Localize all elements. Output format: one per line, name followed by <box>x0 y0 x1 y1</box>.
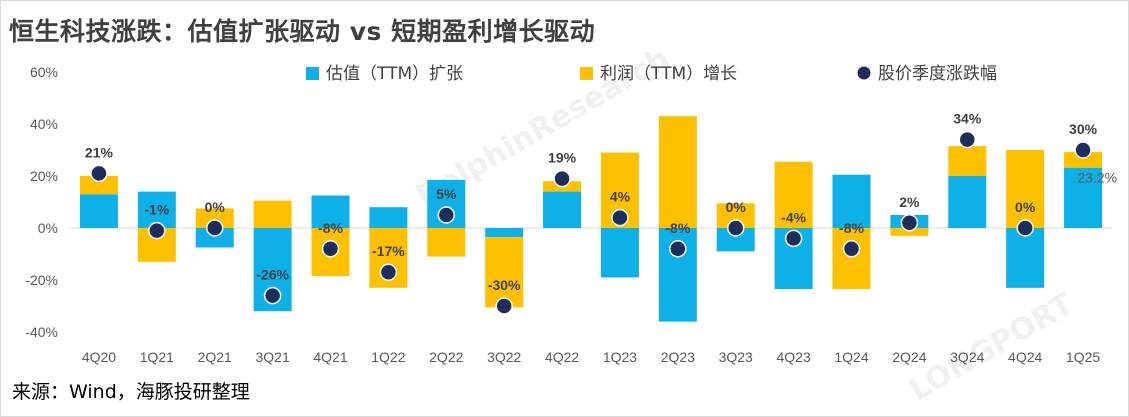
data-label: 34% <box>953 111 982 127</box>
y-tick-label: 40% <box>30 116 58 132</box>
legend-label: 利润（TTM）增长 <box>600 64 737 84</box>
price-change-dot <box>437 206 456 224</box>
source-note: 来源：Wind，海豚投研整理 <box>12 381 250 403</box>
data-label: 30% <box>1069 121 1098 137</box>
legend-label: 估值（TTM）扩张 <box>326 64 463 84</box>
valuation-bar <box>543 191 582 228</box>
data-label: 21% <box>85 144 114 160</box>
y-tick-label: -20% <box>25 272 58 288</box>
x-tick-label: 4Q21 <box>313 349 347 365</box>
price-change-dot <box>148 221 166 240</box>
x-tick-label: 3Q22 <box>487 349 521 365</box>
profit-bar <box>1006 150 1045 228</box>
x-tick-label: 3Q21 <box>255 349 289 365</box>
valuation-bar <box>1006 228 1045 288</box>
x-tick-label: 4Q22 <box>545 349 579 365</box>
x-tick-label: 1Q22 <box>371 349 405 365</box>
price-change-dot <box>553 169 571 188</box>
legend-swatch <box>856 65 872 81</box>
y-tick-label: 60% <box>30 64 58 80</box>
profit-bar <box>774 161 813 228</box>
data-label: 2% <box>899 194 920 210</box>
x-tick-label: 2Q23 <box>661 349 695 365</box>
x-tick-label: 1Q21 <box>140 349 174 365</box>
price-change-dot <box>90 164 108 183</box>
valuation-data-label: 23.2% <box>1077 170 1117 186</box>
data-label: 0% <box>1015 199 1036 215</box>
chart-title: 恒生科技涨跌：估值扩张驱动 vs 短期盈利增长驱动 <box>9 17 596 46</box>
price-change-dot <box>611 208 629 227</box>
data-label: -4% <box>781 209 806 225</box>
y-tick-label: 0% <box>38 220 58 236</box>
legend-swatch <box>306 67 319 80</box>
price-change-dot <box>1016 219 1034 237</box>
data-label: 19% <box>548 150 577 166</box>
price-change-dot <box>900 214 919 232</box>
x-tick-label: 3Q23 <box>719 349 753 365</box>
legend-label: 股价季度涨跌幅 <box>878 64 997 84</box>
x-tick-label: 4Q20 <box>82 349 116 365</box>
profit-bar <box>253 200 292 228</box>
price-change-dot <box>726 219 745 237</box>
data-label: 0% <box>726 199 747 215</box>
valuation-bar <box>716 228 755 252</box>
profit-bar <box>658 116 697 228</box>
profit-bar <box>427 228 466 257</box>
profit-bar <box>195 208 234 228</box>
data-label: -30% <box>488 277 521 293</box>
x-tick-label: 1Q23 <box>603 349 637 365</box>
data-label: 0% <box>205 199 226 215</box>
x-tick-label: 2Q22 <box>429 349 463 365</box>
y-tick-label: 20% <box>30 168 58 184</box>
x-tick-label: 1Q24 <box>834 349 868 365</box>
data-label: 4% <box>610 189 631 205</box>
data-label: -17% <box>372 243 405 259</box>
valuation-bar <box>832 174 871 228</box>
x-tick-label: 4Q24 <box>1008 349 1042 365</box>
valuation-bar <box>948 176 987 228</box>
valuation-bar <box>1064 167 1103 228</box>
y-tick-label: -40% <box>25 324 58 340</box>
data-label: -1% <box>144 202 169 218</box>
profit-bar <box>79 176 118 195</box>
profit-bar <box>832 228 871 290</box>
data-label: -8% <box>839 220 864 236</box>
data-label: -8% <box>665 220 690 236</box>
valuation-bar <box>485 228 524 238</box>
data-label: 5% <box>436 186 457 202</box>
price-change-dot <box>1074 141 1092 159</box>
legend-swatch <box>580 67 593 80</box>
price-change-dot <box>205 219 224 237</box>
valuation-bar <box>79 194 118 228</box>
valuation-bar <box>600 228 639 278</box>
price-change-dot <box>379 263 398 281</box>
valuation-bar <box>369 207 408 228</box>
price-change-dot <box>842 240 861 258</box>
x-tick-label: 2Q24 <box>892 349 926 365</box>
data-label: -26% <box>256 267 289 283</box>
profit-bar <box>485 237 524 308</box>
price-change-dot <box>263 286 282 305</box>
price-change-dot <box>495 297 513 315</box>
x-tick-label: 2Q21 <box>198 349 232 365</box>
price-change-dot <box>958 130 977 149</box>
x-tick-label: 3Q24 <box>950 349 984 365</box>
price-change-dot <box>321 240 340 258</box>
profit-bar <box>890 228 929 236</box>
x-tick-label: 4Q23 <box>776 349 810 365</box>
valuation-bar <box>311 195 350 228</box>
valuation-bar <box>195 228 234 248</box>
profit-bar <box>948 146 987 176</box>
profit-bar <box>1064 152 1103 168</box>
price-change-dot <box>784 229 803 248</box>
data-label: -8% <box>318 220 343 236</box>
x-tick-label: 1Q25 <box>1066 349 1100 365</box>
price-change-dot <box>669 240 687 258</box>
